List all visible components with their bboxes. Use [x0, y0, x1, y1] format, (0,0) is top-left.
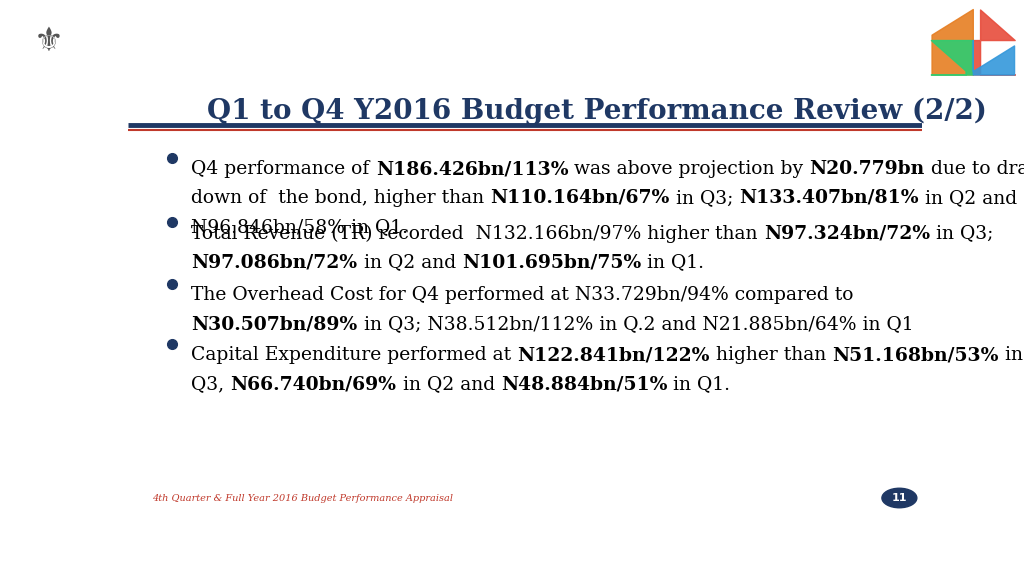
Text: N97.324bn/72%: N97.324bn/72% — [764, 224, 930, 242]
Text: N101.695bn/75%: N101.695bn/75% — [462, 253, 641, 271]
Text: in Q1.: in Q1. — [641, 253, 703, 271]
Text: higher than: higher than — [710, 346, 833, 365]
Text: N97.086bn/72%: N97.086bn/72% — [191, 253, 357, 271]
Text: N110.164bn/67%: N110.164bn/67% — [490, 189, 670, 207]
Text: Q1 to Q4 Y2016 Budget Performance Review (2/2): Q1 to Q4 Y2016 Budget Performance Review… — [207, 98, 987, 126]
Text: 11: 11 — [892, 493, 907, 503]
Text: in Q1.: in Q1. — [668, 375, 730, 393]
Text: N48.884bn/51%: N48.884bn/51% — [501, 375, 668, 393]
Text: Q3,: Q3, — [191, 375, 230, 393]
Text: Q4 performance of: Q4 performance of — [191, 160, 376, 178]
Text: N96.846bn/58% in Q1.: N96.846bn/58% in Q1. — [191, 218, 409, 236]
Text: was above projection by: was above projection by — [568, 160, 810, 178]
Text: down of  the bond, higher than: down of the bond, higher than — [191, 189, 490, 207]
Text: in Q2 and: in Q2 and — [396, 375, 501, 393]
Text: N186.426bn/113%: N186.426bn/113% — [376, 160, 568, 178]
Text: N66.740bn/69%: N66.740bn/69% — [230, 375, 396, 393]
Text: in Q2 and: in Q2 and — [919, 189, 1017, 207]
Text: N30.507bn/89%: N30.507bn/89% — [191, 315, 357, 334]
Text: Total Revenue (TR) recorded  N132.166bn/97% higher than: Total Revenue (TR) recorded N132.166bn/9… — [191, 224, 764, 242]
Text: in Q3;: in Q3; — [670, 189, 739, 207]
Text: in Q3; N38.512bn/112% in Q.2 and N21.885bn/64% in Q1: in Q3; N38.512bn/112% in Q.2 and N21.885… — [357, 315, 913, 334]
Text: N133.407bn/81%: N133.407bn/81% — [739, 189, 919, 207]
Text: in Q2 and: in Q2 and — [357, 253, 462, 271]
Text: due to draw: due to draw — [925, 160, 1024, 178]
Text: N20.779bn: N20.779bn — [810, 160, 925, 178]
Text: N122.841bn/122%: N122.841bn/122% — [517, 346, 710, 365]
Text: The Overhead Cost for Q4 performed at N33.729bn/94% compared to: The Overhead Cost for Q4 performed at N3… — [191, 286, 854, 305]
Text: in Q3;: in Q3; — [930, 224, 993, 242]
Circle shape — [882, 488, 916, 508]
Text: 4th Quarter & Full Year 2016 Budget Performance Appraisal: 4th Quarter & Full Year 2016 Budget Perf… — [152, 494, 453, 503]
Text: Capital Expenditure performed at: Capital Expenditure performed at — [191, 346, 517, 365]
Text: ⚜: ⚜ — [34, 25, 63, 58]
Text: in: in — [998, 346, 1023, 365]
Text: N51.168bn/53%: N51.168bn/53% — [833, 346, 998, 365]
